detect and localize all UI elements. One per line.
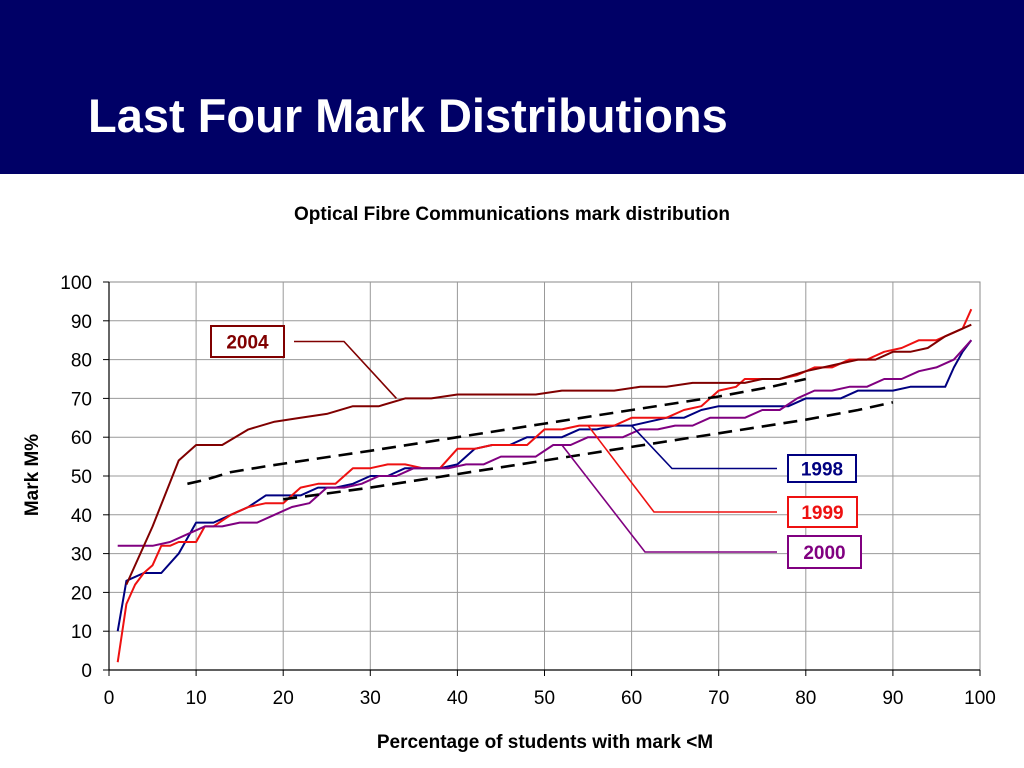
callout-leader-1998 xyxy=(631,425,777,470)
x-tick-label: 10 xyxy=(186,688,207,709)
chart-title: Optical Fibre Communications mark distri… xyxy=(294,204,730,225)
callout-box-2000 xyxy=(787,535,862,569)
mark-distribution-chart: Optical Fibre Communications mark distri… xyxy=(22,204,996,753)
callout-label-2000: 2000 xyxy=(803,543,845,564)
callout-box-2004 xyxy=(210,325,285,358)
title-banner: Last Four Mark Distributions xyxy=(0,0,1024,174)
x-tick-label: 20 xyxy=(273,688,294,709)
plot-area: 0 10 20 30 40 50 60 70 80 90 100 0 10 20 30 40 50 60 70 80 9… xyxy=(60,273,996,709)
y-tick-label: 60 xyxy=(71,428,92,449)
callout-box-1998 xyxy=(787,454,857,483)
series-line-2000 xyxy=(117,339,973,547)
y-tick-label: 40 xyxy=(71,506,92,527)
x-tick-label: 30 xyxy=(360,688,381,709)
callout-label-1999: 1999 xyxy=(801,503,843,524)
y-axis-label: Mark M% xyxy=(22,434,43,516)
x-tick-label: 0 xyxy=(104,688,115,709)
x-tick-label: 60 xyxy=(621,688,642,709)
x-tick-label: 100 xyxy=(964,688,996,709)
y-tick-label: 30 xyxy=(71,545,92,566)
y-tick-label: 100 xyxy=(60,273,92,294)
y-tick-label: 80 xyxy=(71,351,92,372)
x-tick-label: 80 xyxy=(795,688,816,709)
y-tick-label: 20 xyxy=(71,583,92,604)
callout-box-1999 xyxy=(787,496,858,528)
series-line-trend-lower xyxy=(283,401,894,501)
callout-label-2004: 2004 xyxy=(226,333,269,354)
y-tick-label: 90 xyxy=(71,312,92,333)
callout-label-1998: 1998 xyxy=(801,460,843,481)
y-tick-label: 10 xyxy=(71,622,92,643)
x-axis-label: Percentage of students with mark <M xyxy=(377,732,713,753)
x-tick-label: 70 xyxy=(708,688,729,709)
x-tick-label: 90 xyxy=(882,688,903,709)
callout-leader-2004 xyxy=(294,340,398,399)
callout-leader-2000 xyxy=(561,444,777,553)
x-tick-label: 50 xyxy=(534,688,555,709)
y-tick-label: 0 xyxy=(81,661,92,682)
x-tick-label: 40 xyxy=(447,688,468,709)
y-tick-label: 50 xyxy=(71,467,92,488)
callout-leader-1999 xyxy=(587,425,777,513)
series-line-2004 xyxy=(125,323,972,586)
series-line-trend-upper xyxy=(187,377,807,486)
slide-title: Last Four Mark Distributions xyxy=(88,89,728,142)
y-tick-label: 70 xyxy=(71,389,92,410)
